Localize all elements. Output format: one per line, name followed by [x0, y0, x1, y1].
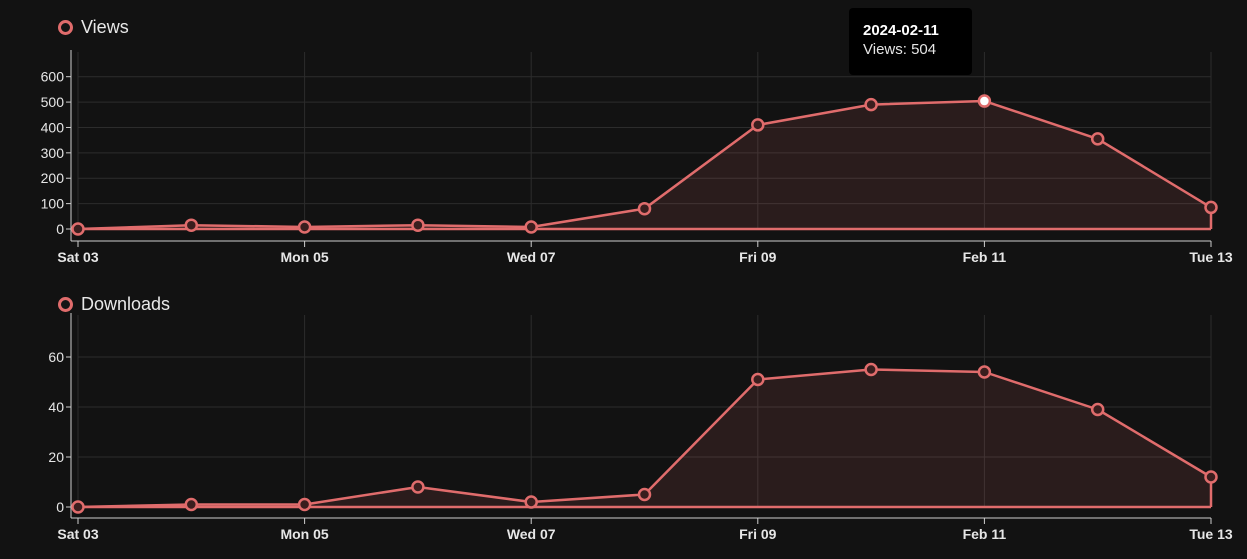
x-tick-label: Wed 07	[507, 249, 556, 265]
chart-tooltip: 2024-02-11 Views: 504	[849, 8, 972, 75]
data-point	[1090, 132, 1105, 146]
data-point	[524, 495, 538, 509]
y-tick-label: 600	[41, 69, 65, 85]
x-tick-label: Fri 09	[739, 526, 777, 542]
y-tick-label: 20	[48, 449, 64, 465]
data-point	[184, 497, 199, 512]
x-tick-label: Tue 13	[1189, 249, 1233, 265]
x-tick-label: Feb 11	[963, 249, 1007, 265]
x-tick-label: Sat 03	[57, 526, 98, 542]
downloads-legend-label: Downloads	[81, 294, 171, 314]
tooltip-value: Views: 504	[863, 41, 937, 58]
data-point	[524, 220, 538, 234]
y-tick-label: 60	[48, 349, 64, 365]
y-tick-label: 0	[56, 221, 64, 237]
views-legend-label: Views	[81, 17, 129, 37]
y-tick-label: 400	[41, 119, 65, 135]
data-point	[71, 500, 85, 514]
y-tick-label: 40	[48, 399, 64, 415]
data-point	[751, 118, 765, 132]
data-point	[637, 487, 652, 502]
x-tick-label: Sat 03	[57, 249, 98, 265]
tooltip-title: 2024-02-11	[863, 22, 939, 39]
y-tick-label: 0	[56, 499, 64, 515]
series-area	[78, 101, 1211, 229]
y-tick-label: 100	[41, 196, 65, 212]
series-area	[78, 369, 1211, 507]
data-point	[297, 497, 312, 512]
data-point	[1204, 200, 1218, 215]
data-point	[297, 220, 312, 234]
x-tick-label: Tue 13	[1189, 526, 1233, 542]
downloads-legend[interactable]: Downloads	[58, 294, 170, 315]
data-point	[411, 480, 425, 494]
x-tick-label: Mon 05	[280, 249, 328, 265]
x-tick-label: Wed 07	[507, 526, 556, 542]
data-point	[71, 222, 85, 236]
data-point	[864, 362, 878, 377]
data-point	[637, 201, 652, 216]
legend-marker-icon	[58, 20, 73, 35]
x-tick-label: Mon 05	[280, 526, 328, 542]
y-tick-label: 200	[41, 170, 65, 186]
views-plot[interactable]: 0 100 200 300 400 500 600 Sat 03 Mon 05 Wed 07 Fri…	[0, 0, 1247, 270]
data-point	[977, 365, 992, 379]
data-point	[1204, 470, 1218, 484]
data-point	[864, 97, 878, 112]
y-tick-label: 500	[41, 94, 65, 110]
legend-marker-icon	[58, 297, 73, 312]
data-point	[977, 94, 992, 108]
x-tick-label: Fri 09	[739, 249, 777, 265]
views-legend[interactable]: Views	[58, 17, 129, 38]
y-tick-label: 300	[41, 145, 65, 161]
data-point	[184, 218, 199, 232]
data-point	[751, 372, 765, 387]
data-point	[411, 218, 425, 232]
x-tick-label: Feb 11	[963, 526, 1007, 542]
data-point	[1090, 402, 1105, 417]
